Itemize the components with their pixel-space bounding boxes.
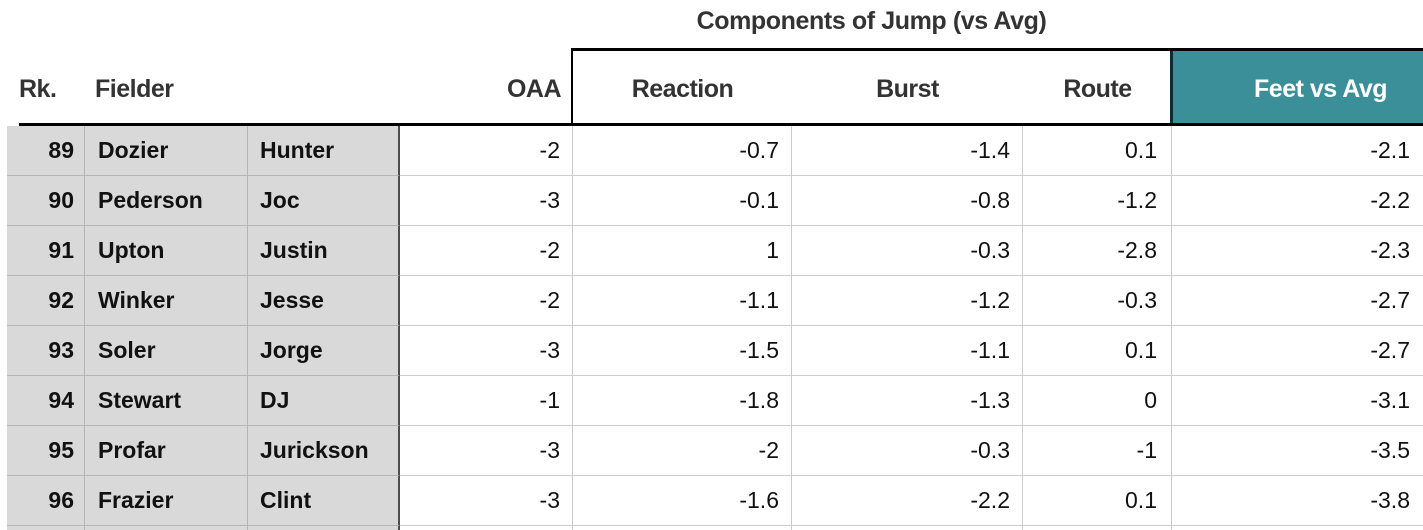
rank-cell: 90 [7,176,85,226]
route-cell [1023,526,1172,530]
table-row: 91 Upton Justin -2 1 -0.3 -2.8 -2.3 [7,226,1423,276]
first-name-cell: Clint [248,476,400,526]
column-header-reaction[interactable]: Reaction [631,75,734,103]
reaction-cell: -1.6 [573,476,792,526]
rank-cell: 94 [7,376,85,426]
burst-cell: -1.3 [792,376,1023,426]
column-header-rank[interactable]: Rk. [19,75,57,103]
oaa-cell: -1 [400,376,573,426]
group-header-title: Components of Jump (vs Avg) [696,7,1047,35]
oaa-cell: -3 [400,326,573,376]
route-cell: -1.2 [1023,176,1172,226]
column-header-fielder[interactable]: Fielder [95,75,174,103]
last-name-cell [85,526,248,530]
oaa-cell: -3 [400,476,573,526]
burst-cell [792,526,1023,530]
column-header-oaa[interactable]: OAA [506,75,562,103]
last-name-cell: Soler [85,326,248,376]
oaa-cell: -2 [400,126,573,176]
route-cell: 0.1 [1023,476,1172,526]
feet-vs-avg-cell: -2.1 [1172,126,1423,176]
oaa-cell: -2 [400,226,573,276]
feet-vs-avg-cell: -2.7 [1172,326,1423,376]
route-cell: -0.3 [1023,276,1172,326]
feet-vs-avg-cell: -3.1 [1172,376,1423,426]
feet-vs-avg-header-cell[interactable] [1170,51,1423,123]
feet-vs-avg-cell: -3.8 [1172,476,1423,526]
reaction-cell: -0.7 [573,126,792,176]
burst-cell: -2.2 [792,476,1023,526]
last-name-cell: Profar [85,426,248,476]
reaction-cell: -1.1 [573,276,792,326]
first-name-cell: Joc [248,176,400,226]
last-name-cell: Stewart [85,376,248,426]
last-name-cell: Frazier [85,476,248,526]
oaa-cell: -3 [400,176,573,226]
column-header-burst[interactable]: Burst [876,75,939,103]
group-box-left-border [571,51,573,123]
first-name-cell: DJ [248,376,400,426]
reaction-cell: 1 [573,226,792,276]
route-cell: 0.1 [1023,126,1172,176]
first-name-cell: Hunter [248,126,400,176]
table-row: 93 Soler Jorge -3 -1.5 -1.1 0.1 -2.7 [7,326,1423,376]
first-name-cell: Jorge [248,326,400,376]
last-name-cell: Winker [85,276,248,326]
first-name-cell: Justin [248,226,400,276]
last-name-cell: Upton [85,226,248,276]
rank-cell: 96 [7,476,85,526]
burst-cell: -0.8 [792,176,1023,226]
rank-cell: 92 [7,276,85,326]
leaderboard-table-body: 89 Dozier Hunter -2 -0.7 -1.4 0.1 -2.1 9… [7,126,1423,530]
last-name-cell: Dozier [85,126,248,176]
feet-vs-avg-cell: -2.3 [1172,226,1423,276]
table-row: 94 Stewart DJ -1 -1.8 -1.3 0 -3.1 [7,376,1423,426]
burst-cell: -0.3 [792,226,1023,276]
table-row: 95 Profar Jurickson -3 -2 -0.3 -1 -3.5 [7,426,1423,476]
burst-cell: -1.4 [792,126,1023,176]
components-group-box [571,48,1423,123]
table-row: 89 Dozier Hunter -2 -0.7 -1.4 0.1 -2.1 [7,126,1423,176]
rank-cell: 93 [7,326,85,376]
header-underline [19,123,1423,126]
route-cell: 0.1 [1023,326,1172,376]
first-name-cell: Jurickson [248,426,400,476]
oaa-cell: -2 [400,276,573,326]
first-name-cell: Jesse [248,276,400,326]
reaction-cell: -1.5 [573,326,792,376]
last-name-cell: Pederson [85,176,248,226]
feet-vs-avg-cell: -2.2 [1172,176,1423,226]
reaction-cell: -2 [573,426,792,476]
feet-vs-avg-cell: -2.7 [1172,276,1423,326]
reaction-cell [573,526,792,530]
column-header-route[interactable]: Route [1063,75,1132,103]
oaa-cell: -3 [400,426,573,476]
oaa-cell [400,526,573,530]
rank-cell: 95 [7,426,85,476]
route-cell: -1 [1023,426,1172,476]
rank-cell [7,526,85,530]
table-row: 96 Frazier Clint -3 -1.6 -2.2 0.1 -3.8 [7,476,1423,526]
burst-cell: -0.3 [792,426,1023,476]
table-row: 90 Pederson Joc -3 -0.1 -0.8 -1.2 -2.2 [7,176,1423,226]
feet-vs-avg-cell [1172,526,1423,530]
burst-cell: -1.2 [792,276,1023,326]
reaction-cell: -0.1 [573,176,792,226]
rank-cell: 91 [7,226,85,276]
rank-cell: 89 [7,126,85,176]
table-row-partial [7,526,1423,530]
feet-vs-avg-cell: -3.5 [1172,426,1423,476]
reaction-cell: -1.8 [573,376,792,426]
route-cell: 0 [1023,376,1172,426]
route-cell: -2.8 [1023,226,1172,276]
first-name-cell [248,526,400,530]
column-header-feet-vs-avg[interactable]: Feet vs Avg [1254,75,1387,103]
table-row: 92 Winker Jesse -2 -1.1 -1.2 -0.3 -2.7 [7,276,1423,326]
burst-cell: -1.1 [792,326,1023,376]
